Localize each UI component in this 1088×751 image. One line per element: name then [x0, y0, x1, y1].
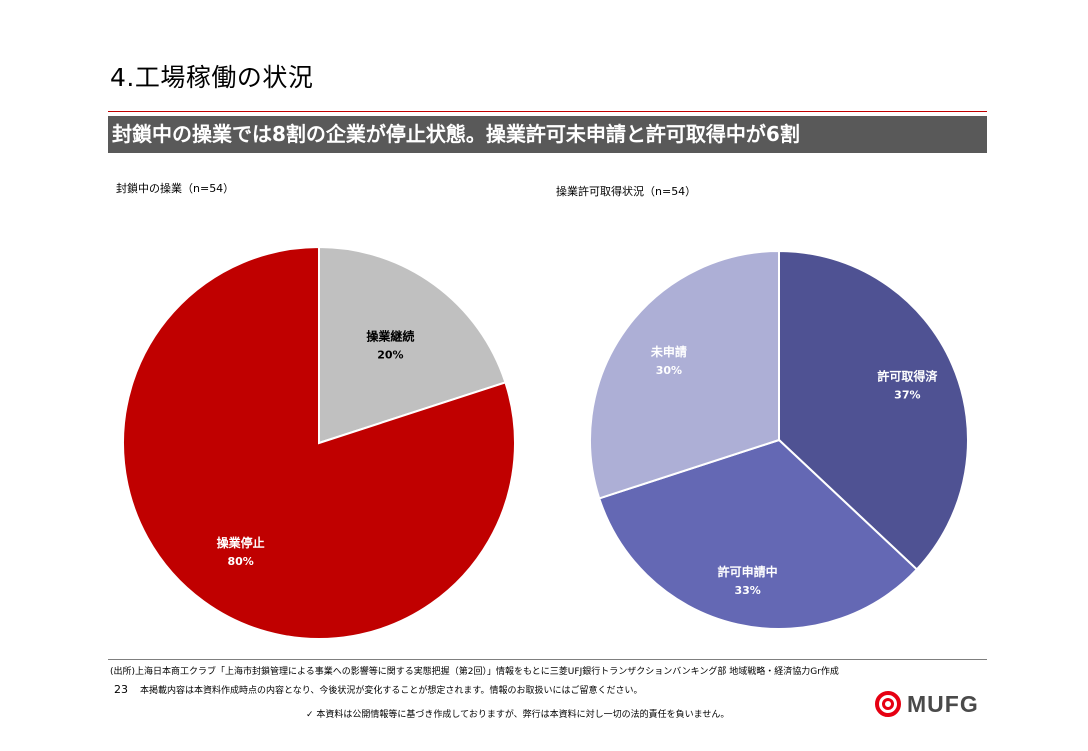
pie-2-slice-2	[597, 438, 919, 630]
headline-banner: 封鎖中の操業では8割の企業が停止状態。操業許可未申請と許可取得中が6割	[108, 116, 987, 153]
chart-1-title: 封鎖中の操業（n=54）	[116, 182, 235, 195]
notice-text: 本掲載内容は本資料作成時点の内容となり、今後状況が変化することが想定されます。情…	[140, 686, 643, 696]
mufg-logo-icon	[875, 691, 901, 717]
title-divider	[108, 111, 987, 112]
pie-1-slice-2-label: 操業停止	[217, 535, 265, 550]
footer-divider	[108, 659, 987, 660]
page-number: 23	[114, 683, 128, 696]
pie-2-slice-1-value: 37%	[894, 388, 920, 401]
source-note: (出所)上海日本商工クラブ「上海市封鎖管理による事業への影響等に関する実態把握（…	[110, 667, 839, 677]
pie-2-slice-1-label: 許可取得済	[877, 368, 938, 383]
mufg-logo: MUFG	[875, 690, 985, 720]
pie-2-slice-1	[778, 249, 969, 571]
pie-1-slice-1-label: 操業継続	[366, 329, 414, 344]
page-title: 4.工場稼働の状況	[110, 63, 314, 92]
pie-1-slice-1	[318, 245, 507, 445]
chart-2-title: 操業許可取得状況（n=54）	[556, 185, 697, 198]
pie-2-slice-3-label: 未申請	[650, 344, 687, 359]
pie-2-slice-2-value: 33%	[734, 584, 760, 597]
mufg-logo-text: MUFG	[907, 691, 979, 717]
pie-1-slice-1-value: 20%	[377, 349, 403, 362]
disclaimer-text: ✓ 本資料は公開情報等に基づき作成しておりますが、弊行は本資料に対し一切の法的責…	[306, 710, 730, 720]
pie-1-slice-2	[122, 245, 516, 640]
pie-2-slice-3-value: 30%	[656, 364, 682, 377]
pie-1-slice-2-value: 80%	[227, 555, 253, 568]
pie-2-slice-2-label: 許可申請中	[718, 564, 778, 579]
pie-2-slice-3	[589, 249, 780, 500]
